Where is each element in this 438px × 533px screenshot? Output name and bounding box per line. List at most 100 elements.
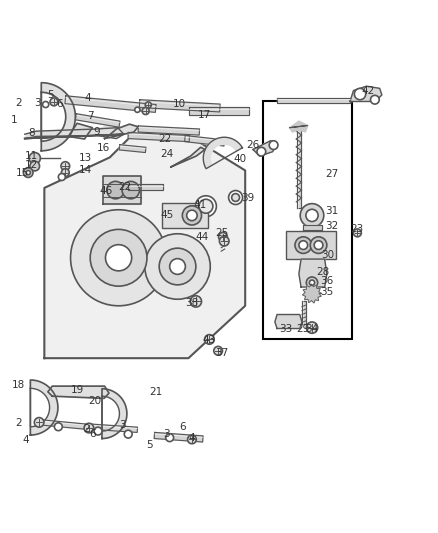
- Circle shape: [61, 169, 69, 176]
- Circle shape: [182, 206, 201, 225]
- Text: 26: 26: [247, 140, 260, 150]
- Circle shape: [371, 95, 379, 104]
- Text: 18: 18: [11, 380, 25, 390]
- Polygon shape: [128, 184, 163, 190]
- Circle shape: [300, 204, 324, 227]
- Circle shape: [229, 190, 243, 205]
- Text: 46: 46: [100, 187, 113, 196]
- Polygon shape: [184, 135, 225, 146]
- Text: 15: 15: [16, 168, 29, 177]
- Circle shape: [34, 417, 44, 427]
- Circle shape: [257, 147, 266, 156]
- Polygon shape: [138, 126, 199, 135]
- Circle shape: [306, 209, 318, 222]
- Polygon shape: [65, 96, 156, 112]
- Text: 14: 14: [79, 165, 92, 175]
- Circle shape: [124, 430, 132, 438]
- Polygon shape: [25, 126, 124, 139]
- Text: 36: 36: [321, 276, 334, 286]
- Text: 4: 4: [85, 93, 92, 102]
- Text: 45: 45: [161, 211, 174, 221]
- Text: 2: 2: [15, 98, 21, 108]
- Circle shape: [58, 174, 65, 181]
- Circle shape: [61, 161, 70, 171]
- Polygon shape: [302, 302, 306, 324]
- Text: 43: 43: [202, 335, 215, 345]
- Circle shape: [310, 237, 327, 253]
- Polygon shape: [275, 314, 302, 328]
- Polygon shape: [44, 135, 245, 358]
- Circle shape: [306, 277, 318, 288]
- Text: 12: 12: [25, 160, 38, 170]
- Text: 8: 8: [28, 128, 35, 139]
- Text: 4: 4: [188, 433, 195, 443]
- Circle shape: [30, 161, 39, 171]
- Text: 4: 4: [22, 435, 29, 445]
- Text: 5: 5: [146, 440, 152, 450]
- Text: 21: 21: [149, 387, 162, 397]
- Circle shape: [170, 259, 185, 274]
- Polygon shape: [154, 432, 203, 442]
- Circle shape: [106, 245, 132, 271]
- Circle shape: [84, 423, 94, 433]
- Circle shape: [29, 152, 40, 164]
- Polygon shape: [105, 124, 138, 139]
- Circle shape: [232, 193, 240, 201]
- Bar: [286, 231, 336, 259]
- Text: 44: 44: [196, 232, 209, 242]
- Circle shape: [299, 241, 307, 249]
- Text: 6: 6: [180, 422, 186, 432]
- Circle shape: [190, 296, 201, 307]
- Polygon shape: [128, 133, 190, 142]
- Bar: [263, 101, 352, 338]
- Text: 38: 38: [185, 298, 198, 308]
- Circle shape: [187, 210, 197, 221]
- Circle shape: [107, 181, 124, 199]
- Text: 37: 37: [215, 348, 229, 358]
- Circle shape: [199, 199, 213, 213]
- Text: 23: 23: [350, 224, 363, 235]
- Circle shape: [42, 101, 49, 108]
- Circle shape: [145, 102, 151, 108]
- Text: 6: 6: [89, 429, 95, 439]
- Polygon shape: [303, 225, 322, 230]
- Text: 19: 19: [71, 385, 84, 394]
- Polygon shape: [297, 128, 301, 207]
- Text: 32: 32: [325, 221, 338, 231]
- Text: 17: 17: [198, 110, 211, 120]
- Text: 35: 35: [321, 287, 334, 297]
- Text: 34: 34: [305, 324, 318, 334]
- Circle shape: [306, 322, 318, 333]
- Text: 6: 6: [57, 99, 63, 109]
- Circle shape: [353, 229, 361, 237]
- Circle shape: [314, 241, 323, 249]
- Circle shape: [135, 107, 140, 112]
- Circle shape: [219, 236, 229, 246]
- Polygon shape: [119, 144, 146, 152]
- Text: 7: 7: [87, 111, 93, 121]
- Circle shape: [219, 232, 227, 241]
- Polygon shape: [75, 114, 120, 127]
- Circle shape: [26, 171, 30, 175]
- Polygon shape: [30, 380, 58, 435]
- Circle shape: [50, 98, 58, 106]
- Text: 22: 22: [119, 182, 132, 192]
- Text: 29: 29: [296, 324, 310, 334]
- Text: 28: 28: [316, 267, 329, 277]
- Circle shape: [142, 108, 149, 115]
- Polygon shape: [103, 176, 141, 204]
- Circle shape: [23, 168, 33, 177]
- Circle shape: [122, 181, 140, 199]
- Circle shape: [90, 229, 147, 286]
- Text: 3: 3: [163, 429, 170, 439]
- Polygon shape: [277, 98, 350, 103]
- Polygon shape: [299, 259, 327, 287]
- Text: 16: 16: [97, 143, 110, 153]
- Polygon shape: [290, 121, 307, 132]
- Circle shape: [145, 234, 210, 299]
- Circle shape: [269, 141, 278, 149]
- Circle shape: [214, 346, 223, 355]
- Text: 3: 3: [35, 98, 41, 108]
- Circle shape: [166, 434, 173, 441]
- Text: 3: 3: [120, 420, 126, 430]
